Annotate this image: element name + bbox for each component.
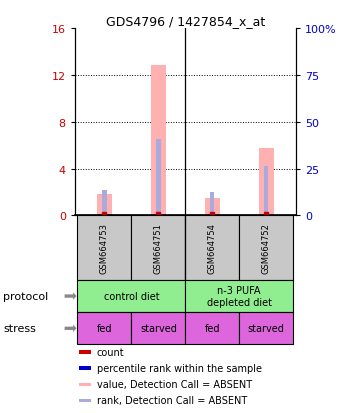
Bar [185, 280, 293, 312]
Bar [185, 312, 239, 344]
Title: GDS4796 / 1427854_x_at: GDS4796 / 1427854_x_at [106, 15, 265, 28]
Bar [78, 280, 185, 312]
Text: starved: starved [140, 323, 177, 333]
Text: fed: fed [204, 323, 220, 333]
Text: value, Detection Call = ABSENT: value, Detection Call = ABSENT [97, 380, 252, 389]
Text: GSM664752: GSM664752 [262, 223, 271, 273]
Text: protocol: protocol [3, 291, 49, 301]
Bar [185, 216, 239, 280]
Bar [79, 399, 91, 402]
Bar [259, 148, 274, 216]
Text: GSM664753: GSM664753 [100, 223, 109, 273]
Text: percentile rank within the sample: percentile rank within the sample [97, 363, 262, 373]
Bar [78, 216, 131, 280]
Bar [205, 198, 220, 216]
Text: rank, Detection Call = ABSENT: rank, Detection Call = ABSENT [97, 396, 247, 406]
Text: count: count [97, 347, 124, 357]
Bar [102, 190, 107, 216]
Bar [79, 383, 91, 386]
Text: fed: fed [97, 323, 112, 333]
Text: control diet: control diet [104, 291, 159, 301]
Bar [151, 66, 166, 216]
Bar [239, 312, 293, 344]
Text: GSM664751: GSM664751 [154, 223, 163, 273]
Bar [79, 367, 91, 370]
Bar [97, 195, 112, 216]
Bar [131, 216, 185, 280]
Text: GSM664754: GSM664754 [208, 223, 217, 273]
Text: stress: stress [3, 323, 36, 333]
Bar [156, 140, 160, 216]
Bar [131, 312, 185, 344]
Text: starved: starved [248, 323, 285, 333]
Bar [239, 216, 293, 280]
Bar [264, 167, 268, 216]
Bar [79, 351, 91, 354]
Bar [78, 312, 131, 344]
Text: n-3 PUFA
depleted diet: n-3 PUFA depleted diet [207, 285, 272, 307]
Bar [210, 192, 215, 216]
